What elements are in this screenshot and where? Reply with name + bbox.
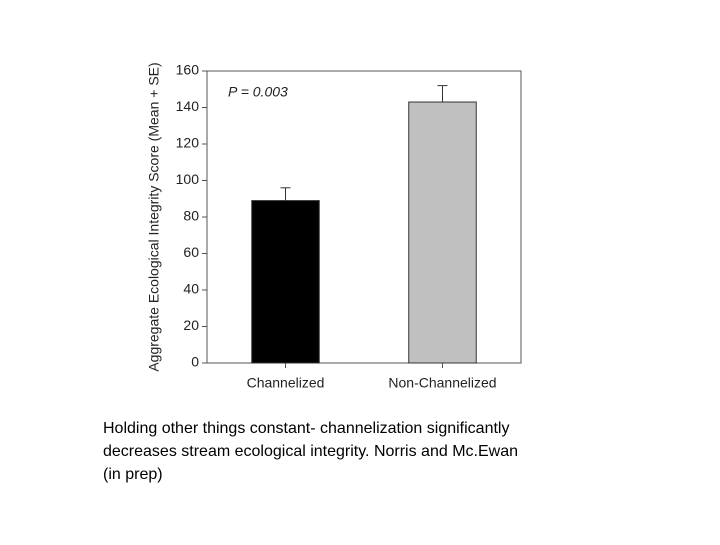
y-tick-label: 100	[176, 171, 200, 187]
y-tick-label: 120	[176, 135, 200, 151]
caption-line: decreases stream ecological integrity. N…	[103, 443, 518, 460]
y-tick-label: 80	[183, 208, 199, 224]
x-tick-label: Non-Channelized	[388, 375, 496, 391]
x-tick-label: Channelized	[247, 375, 325, 391]
y-tick-label: 0	[191, 354, 199, 370]
caption-line: (in prep)	[103, 466, 163, 483]
caption-line: Holding other things constant- channeliz…	[103, 420, 509, 437]
y-tick-label: 160	[176, 62, 200, 78]
y-tick-label: 40	[183, 281, 199, 297]
bar	[251, 200, 320, 364]
y-tick-label: 60	[183, 244, 199, 260]
bar	[408, 101, 477, 364]
y-axis-label: Aggregate Ecological Integrity Score (Me…	[146, 62, 162, 371]
y-tick-label: 20	[183, 317, 199, 333]
y-tick-label: 140	[176, 98, 200, 114]
annotation: P = 0.003	[228, 84, 288, 100]
